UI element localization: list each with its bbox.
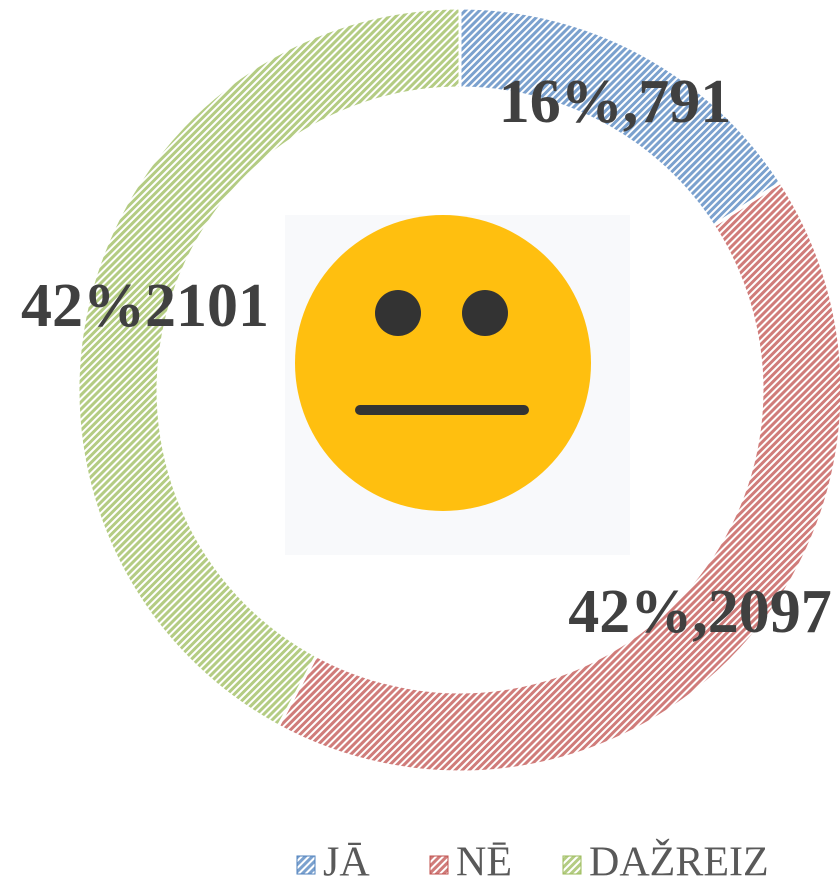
emoji-eye	[375, 290, 421, 336]
data-label: 42%2101	[21, 272, 269, 340]
legend-label: JĀ	[323, 840, 370, 886]
legend-swatch	[429, 855, 449, 875]
legend-swatch	[562, 855, 582, 875]
center-emoji	[285, 215, 630, 555]
donut-segment	[76, 6, 462, 729]
ring	[76, 6, 840, 774]
legend-label: DAŽREIZ	[589, 839, 769, 886]
labels: 16%,791 42%,2097 42%2101	[21, 68, 832, 646]
data-label: 16%,791	[499, 68, 732, 136]
legend: JĀ NĒ DAŽREIZ	[296, 839, 769, 886]
data-label: 42%,2097	[568, 578, 832, 646]
legend-label: NĒ	[456, 840, 512, 886]
emoji-eye	[462, 290, 508, 336]
emoji-face	[295, 215, 591, 511]
legend-swatch	[296, 855, 316, 875]
donut-segment	[276, 180, 840, 774]
